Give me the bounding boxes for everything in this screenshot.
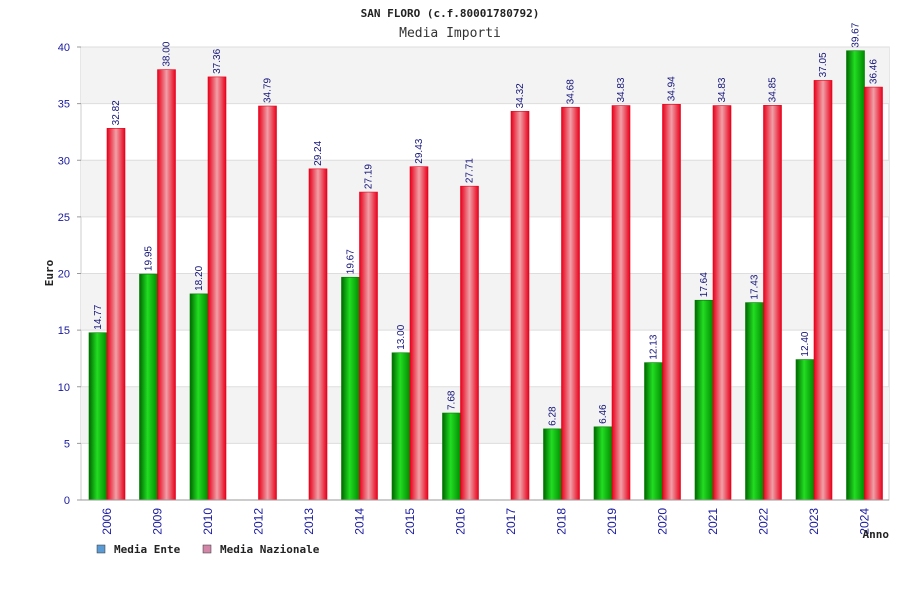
x-tick-label-2018: 2018 xyxy=(555,508,569,535)
x-tick-label-2023: 2023 xyxy=(807,508,821,535)
x-tick-label-2022: 2022 xyxy=(757,508,771,535)
value-label-media-ente-2010: 18.20 xyxy=(194,265,205,290)
x-tick-label-2010: 2010 xyxy=(201,508,215,535)
value-label-media-nazionale-2009: 38.00 xyxy=(162,41,173,66)
bar-media-nazionale-2023 xyxy=(813,80,833,501)
value-label-media-ente-2019: 6.46 xyxy=(598,404,609,424)
bar-media-ente-2020 xyxy=(644,362,663,501)
value-label-media-nazionale-2023: 37.05 xyxy=(818,52,829,77)
y-axis-label: Euro xyxy=(43,259,56,286)
x-tick-label-2012: 2012 xyxy=(252,508,266,535)
chart-subtitle: Media Importi xyxy=(399,26,501,41)
x-tick-label-2017: 2017 xyxy=(504,508,518,535)
value-label-media-nazionale-2013: 29.24 xyxy=(313,140,324,165)
y-tick-label: 15 xyxy=(58,325,70,337)
bar-media-ente-2021 xyxy=(694,299,714,501)
legend-swatch-media-ente xyxy=(96,544,106,554)
value-label-media-ente-2015: 13.00 xyxy=(396,324,407,349)
bar-media-ente-2019 xyxy=(593,426,613,501)
y-tick-label: 10 xyxy=(58,382,70,394)
value-label-media-ente-2006: 14.77 xyxy=(93,304,104,329)
x-tick-label-2019: 2019 xyxy=(605,508,619,535)
bar-media-ente-2014 xyxy=(341,276,360,501)
value-label-media-nazionale-2018: 34.68 xyxy=(566,79,577,104)
bar-media-nazionale-2021 xyxy=(712,105,732,501)
y-tick-label: 30 xyxy=(58,155,70,167)
bars xyxy=(88,50,883,501)
bar-media-nazionale-2019 xyxy=(611,105,631,501)
value-label-media-nazionale-2015: 29.43 xyxy=(414,138,425,163)
bar-media-nazionale-2006 xyxy=(106,128,126,501)
value-label-media-ente-2021: 17.64 xyxy=(699,272,710,297)
y-tick-label: 25 xyxy=(58,212,70,224)
bar-media-ente-2024 xyxy=(846,50,865,501)
x-tick-label-2013: 2013 xyxy=(302,508,316,535)
x-tick-label-2009: 2009 xyxy=(151,508,165,535)
bar-media-nazionale-2020 xyxy=(662,104,681,501)
bar-media-ente-2015 xyxy=(391,352,411,501)
x-tick-label-2024: 2024 xyxy=(858,508,872,535)
value-label-media-nazionale-2010: 37.36 xyxy=(212,48,223,73)
value-label-media-nazionale-2017: 34.32 xyxy=(515,83,526,108)
x-tick-label-2015: 2015 xyxy=(403,508,417,535)
legend-label-media-ente: Media Ente xyxy=(114,543,181,556)
y-tick-label: 0 xyxy=(64,495,70,507)
value-label-media-nazionale-2012: 34.79 xyxy=(263,78,274,103)
bar-media-nazionale-2009 xyxy=(157,69,176,501)
x-axis-label: Anno xyxy=(863,528,890,541)
value-label-media-nazionale-2014: 27.19 xyxy=(364,164,375,189)
bar-media-nazionale-2024 xyxy=(864,86,883,501)
bar-media-nazionale-2022 xyxy=(763,105,782,501)
bar-media-nazionale-2010 xyxy=(207,76,227,501)
value-label-media-nazionale-2021: 34.83 xyxy=(717,77,728,102)
y-tick-label: 5 xyxy=(64,438,70,450)
value-label-media-nazionale-2019: 34.83 xyxy=(616,77,627,102)
value-label-media-ente-2018: 6.28 xyxy=(548,406,559,426)
bar-media-ente-2016 xyxy=(442,412,461,501)
bar-media-nazionale-2016 xyxy=(460,185,479,501)
value-label-media-ente-2024: 39.67 xyxy=(851,22,862,47)
bar-media-nazionale-2015 xyxy=(409,166,429,501)
value-label-media-ente-2016: 7.68 xyxy=(447,390,458,410)
bar-media-ente-2009 xyxy=(139,273,158,501)
chart-title: SAN FLORO (c.f.80001780792) xyxy=(361,7,540,20)
bar-media-ente-2006 xyxy=(88,332,108,501)
value-label-media-ente-2022: 17.43 xyxy=(750,274,761,299)
value-label-media-ente-2020: 12.13 xyxy=(649,334,660,359)
bar-media-nazionale-2013 xyxy=(308,168,328,501)
legend: Media Ente Media Nazionale xyxy=(96,543,320,556)
bar-media-ente-2022 xyxy=(745,302,764,501)
y-axis-ticks: 0 5 10 15 20 25 30 35 40 xyxy=(58,42,81,507)
bar-media-nazionale-2014 xyxy=(359,191,378,501)
value-label-media-nazionale-2016: 27.71 xyxy=(465,158,476,183)
x-tick-label-2021: 2021 xyxy=(706,508,720,535)
value-label-media-ente-2023: 12.40 xyxy=(800,331,811,356)
value-label-media-nazionale-2022: 34.85 xyxy=(768,77,779,102)
legend-label-media-nazionale: Media Nazionale xyxy=(220,543,320,556)
x-axis-ticks: 2006 2009 2010 2012 2013 2014 2015 2016 2017 2018… xyxy=(81,499,889,535)
bar-media-nazionale-2017 xyxy=(510,111,530,501)
value-label-media-nazionale-2020: 34.94 xyxy=(667,76,678,101)
value-label-media-nazionale-2006: 32.82 xyxy=(111,100,122,125)
x-tick-label-2016: 2016 xyxy=(454,508,468,535)
value-label-media-ente-2014: 19.67 xyxy=(346,249,357,274)
bar-media-nazionale-2012 xyxy=(258,105,277,501)
legend-swatch-media-nazionale xyxy=(202,544,212,554)
value-labels: 14.77 32.82 19.95 38.00 18.20 37.36 34.79 29.24… xyxy=(93,22,880,426)
y-tick-label: 40 xyxy=(58,42,70,54)
bar-media-ente-2018 xyxy=(543,428,562,501)
y-tick-label: 20 xyxy=(58,269,70,281)
value-label-media-nazionale-2024: 36.46 xyxy=(869,59,880,84)
y-tick-label: 35 xyxy=(58,99,70,111)
bar-media-nazionale-2018 xyxy=(561,106,580,501)
x-tick-label-2006: 2006 xyxy=(100,508,114,535)
bar-media-ente-2010 xyxy=(189,293,209,501)
bar-media-ente-2023 xyxy=(795,359,815,501)
x-tick-label-2020: 2020 xyxy=(656,508,670,535)
x-tick-label-2014: 2014 xyxy=(353,508,367,535)
value-label-media-ente-2009: 19.95 xyxy=(144,246,155,271)
